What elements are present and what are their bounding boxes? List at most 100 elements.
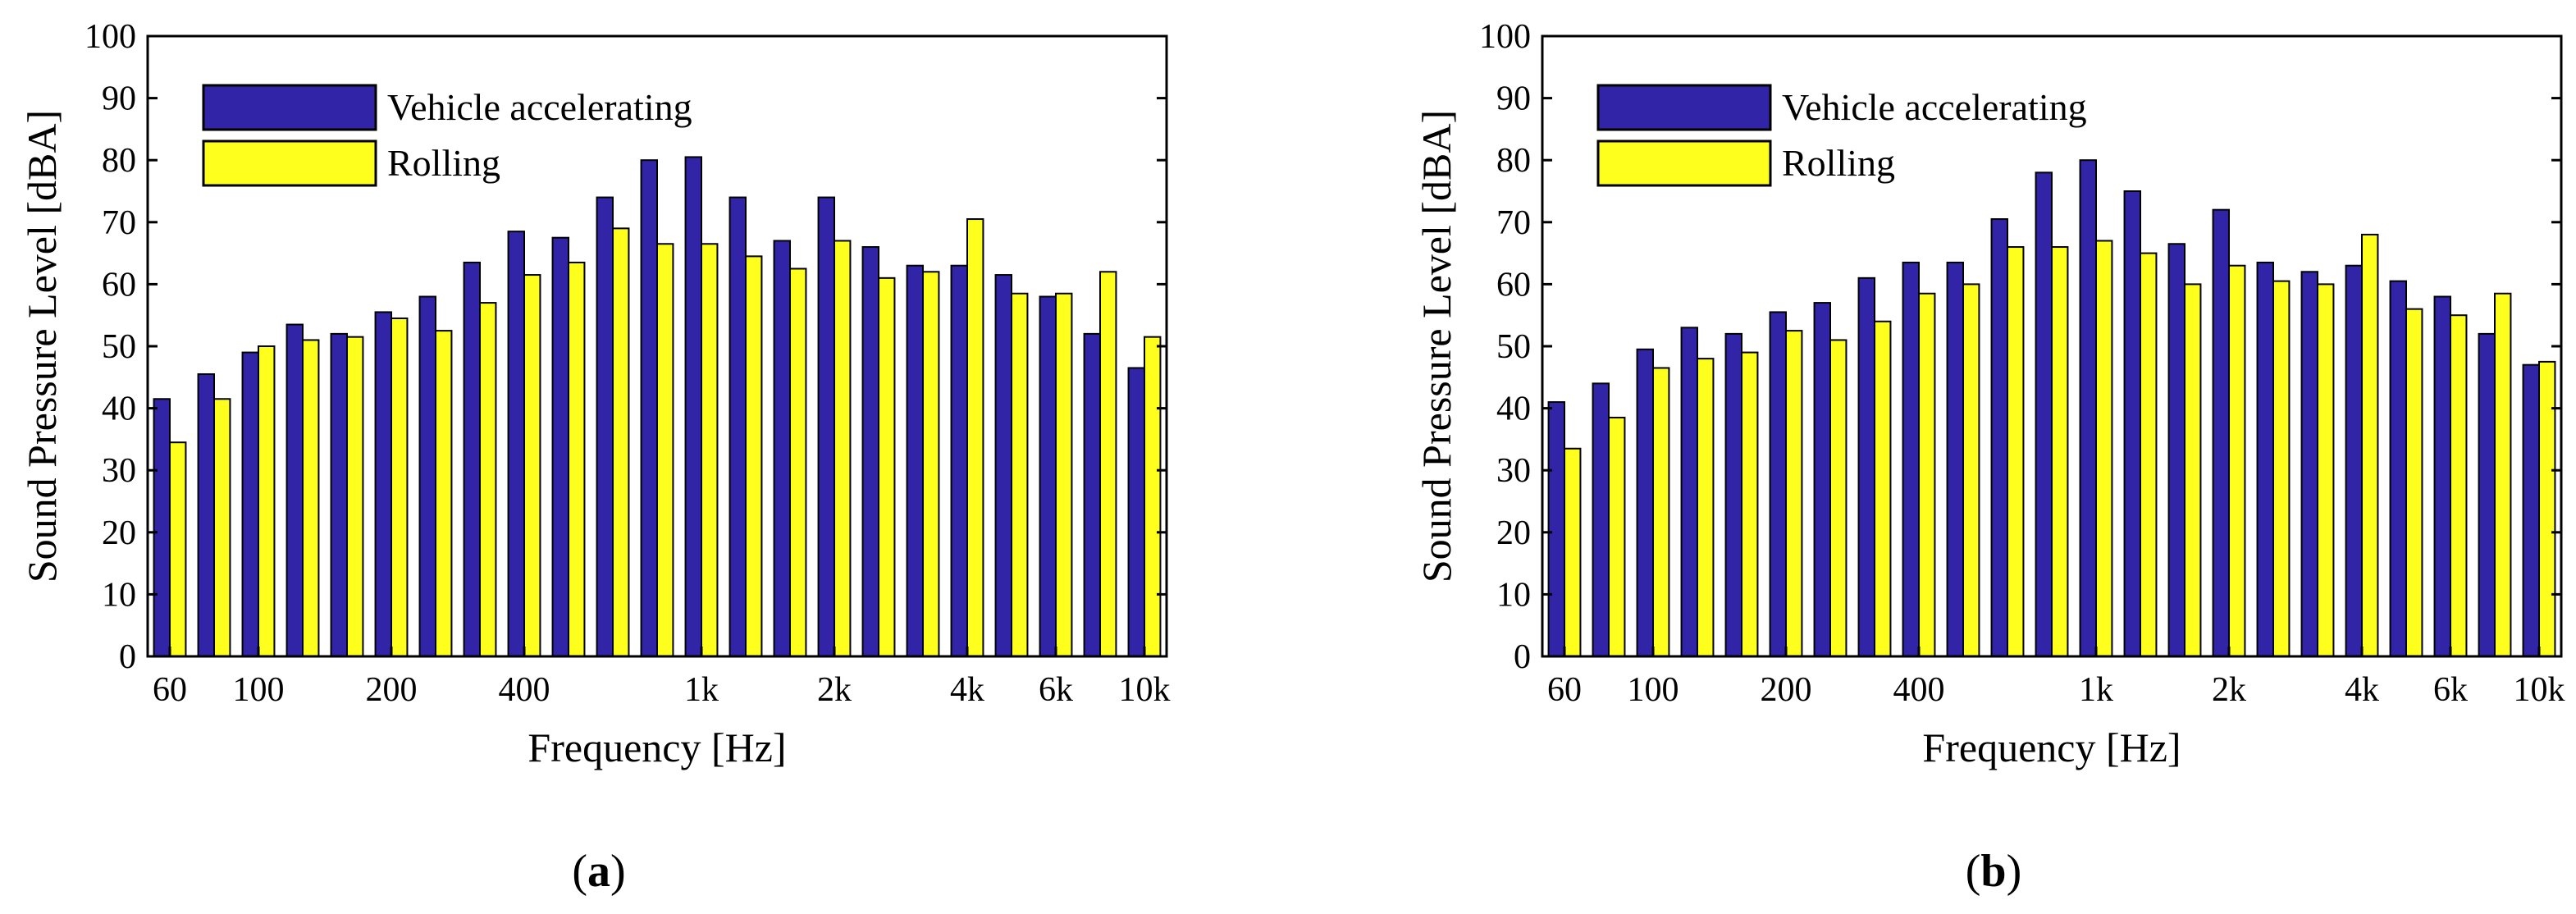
y-tick-label: 0 xyxy=(1514,638,1531,676)
x-tick-label: 2k xyxy=(817,671,852,709)
bar-rolling-14 xyxy=(789,267,807,657)
y-tick-label: 70 xyxy=(102,204,136,242)
y-tick-label: 10 xyxy=(1496,576,1531,614)
bar-rolling-8 xyxy=(1918,292,1936,657)
bar-vehicle-accelerating-17 xyxy=(2300,271,2319,657)
y-tick-label: 50 xyxy=(102,328,136,366)
bar-rolling-20 xyxy=(2450,314,2468,657)
chart-panel-a: 0 10 20 30 40 50 60 70 80 90 100 60 100 200 400 1k 2k 4k 6… xyxy=(19,18,1171,897)
bar-vehicle-accelerating-21 xyxy=(2478,332,2496,657)
bar-rolling-12 xyxy=(701,243,719,657)
bar-vehicle-accelerating-21 xyxy=(1083,332,1102,657)
x-tick-label: 100 xyxy=(233,671,285,709)
bar-vehicle-accelerating-2 xyxy=(1636,348,1655,657)
legend-label: Rolling xyxy=(1782,142,1895,184)
bar-vehicle-accelerating-1 xyxy=(1592,382,1610,657)
x-tick-label: 2k xyxy=(2212,671,2246,709)
bar-rolling-10 xyxy=(2007,246,2025,657)
bar-rolling-4 xyxy=(346,336,364,657)
bar-vehicle-accelerating-18 xyxy=(950,264,969,657)
panel-label: (b) xyxy=(1966,846,2021,897)
bar-vehicle-accelerating-6 xyxy=(1813,302,1832,657)
bar-vehicle-accelerating-20 xyxy=(1039,295,1057,657)
bar-rolling-13 xyxy=(745,255,763,657)
y-tick-label: 20 xyxy=(1496,514,1531,552)
bar-vehicle-accelerating-8 xyxy=(1902,261,1921,657)
bar-vehicle-accelerating-12 xyxy=(684,156,702,658)
legend-swatch-rolling xyxy=(202,139,377,187)
y-tick-label: 80 xyxy=(102,142,136,180)
y-tick-label: 20 xyxy=(102,514,136,552)
bar-rolling-19 xyxy=(1011,292,1029,657)
bar-rolling-1 xyxy=(1608,416,1626,657)
bar-vehicle-accelerating-5 xyxy=(1769,311,1788,657)
bar-rolling-22 xyxy=(2538,360,2556,657)
legend-swatch-vehicle-accelerating xyxy=(1596,84,1772,131)
bar-rolling-10 xyxy=(612,227,630,657)
bar-vehicle-accelerating-10 xyxy=(596,196,614,657)
legend-label: Rolling xyxy=(387,142,500,184)
bar-rolling-15 xyxy=(2228,264,2246,657)
bar-rolling-16 xyxy=(878,276,896,657)
y-tick-label: 70 xyxy=(1496,204,1531,242)
x-tick-label: 4k xyxy=(950,671,984,709)
bar-rolling-13 xyxy=(2140,252,2158,657)
bar-rolling-22 xyxy=(1144,336,1162,657)
x-tick-label: 1k xyxy=(2079,671,2113,709)
bar-rolling-8 xyxy=(523,274,541,657)
bar-vehicle-accelerating-13 xyxy=(2123,190,2142,657)
x-axis-label: Frequency [Hz] xyxy=(1922,724,2181,770)
bar-vehicle-accelerating-19 xyxy=(2389,280,2408,657)
bar-rolling-1 xyxy=(213,398,231,657)
bar-rolling-9 xyxy=(1962,283,1980,657)
bar-rolling-19 xyxy=(2405,308,2423,657)
bar-rolling-11 xyxy=(2051,246,2069,657)
bar-rolling-2 xyxy=(258,345,276,657)
bar-vehicle-accelerating-13 xyxy=(728,196,747,657)
bar-vehicle-accelerating-18 xyxy=(2345,264,2364,657)
bar-rolling-14 xyxy=(2184,283,2202,657)
bar-rolling-7 xyxy=(1874,320,1892,657)
bar-vehicle-accelerating-8 xyxy=(507,231,525,657)
bar-rolling-20 xyxy=(1055,292,1073,657)
y-tick-label: 60 xyxy=(1496,266,1531,304)
y-tick-label: 80 xyxy=(1496,142,1531,180)
bar-vehicle-accelerating-22 xyxy=(1127,367,1146,657)
x-tick-label: 60 xyxy=(153,671,187,709)
y-tick-label: 40 xyxy=(1496,391,1531,428)
bar-rolling-3 xyxy=(1697,358,1715,657)
y-axis-label: Sound Pressure Level [dBA] xyxy=(1414,110,1459,583)
bar-rolling-6 xyxy=(1829,339,1848,657)
y-tick-label: 0 xyxy=(119,638,136,676)
bar-vehicle-accelerating-10 xyxy=(1990,218,2009,657)
y-tick-label: 100 xyxy=(1479,18,1531,56)
bar-rolling-7 xyxy=(479,302,497,657)
bar-vehicle-accelerating-22 xyxy=(2522,363,2541,657)
bar-vehicle-accelerating-11 xyxy=(640,159,658,657)
x-tick-label: 200 xyxy=(1761,671,1812,709)
bar-vehicle-accelerating-3 xyxy=(1680,327,1699,657)
x-tick-label: 6k xyxy=(1039,671,1073,709)
bar-vehicle-accelerating-19 xyxy=(994,274,1013,657)
bar-vehicle-accelerating-15 xyxy=(817,196,835,657)
x-tick-label: 1k xyxy=(684,671,719,709)
bar-rolling-0 xyxy=(1564,447,1582,657)
bar-vehicle-accelerating-3 xyxy=(285,323,304,657)
bar-vehicle-accelerating-17 xyxy=(906,264,925,657)
bar-vehicle-accelerating-0 xyxy=(153,398,171,657)
bar-vehicle-accelerating-16 xyxy=(861,246,880,657)
bar-rolling-6 xyxy=(435,330,453,657)
bar-vehicle-accelerating-20 xyxy=(2433,295,2452,657)
bar-rolling-17 xyxy=(2317,283,2335,657)
x-tick-label: 4k xyxy=(2345,671,2379,709)
bar-rolling-11 xyxy=(656,243,674,657)
bar-vehicle-accelerating-9 xyxy=(1946,261,1965,657)
legend-swatch-vehicle-accelerating xyxy=(202,84,377,131)
bar-vehicle-accelerating-15 xyxy=(2212,208,2231,657)
bar-vehicle-accelerating-14 xyxy=(2167,243,2186,657)
y-tick-label: 60 xyxy=(102,266,136,304)
bar-vehicle-accelerating-7 xyxy=(463,261,481,657)
y-tick-label: 30 xyxy=(102,452,136,490)
chart-panel-b: 0 10 20 30 40 50 60 70 80 90 100 60 100 200 400 1k 2k 4k 6… xyxy=(1414,18,2565,897)
